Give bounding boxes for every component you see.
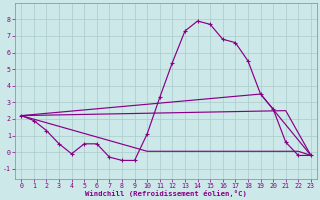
X-axis label: Windchill (Refroidissement éolien,°C): Windchill (Refroidissement éolien,°C) [85, 190, 247, 197]
